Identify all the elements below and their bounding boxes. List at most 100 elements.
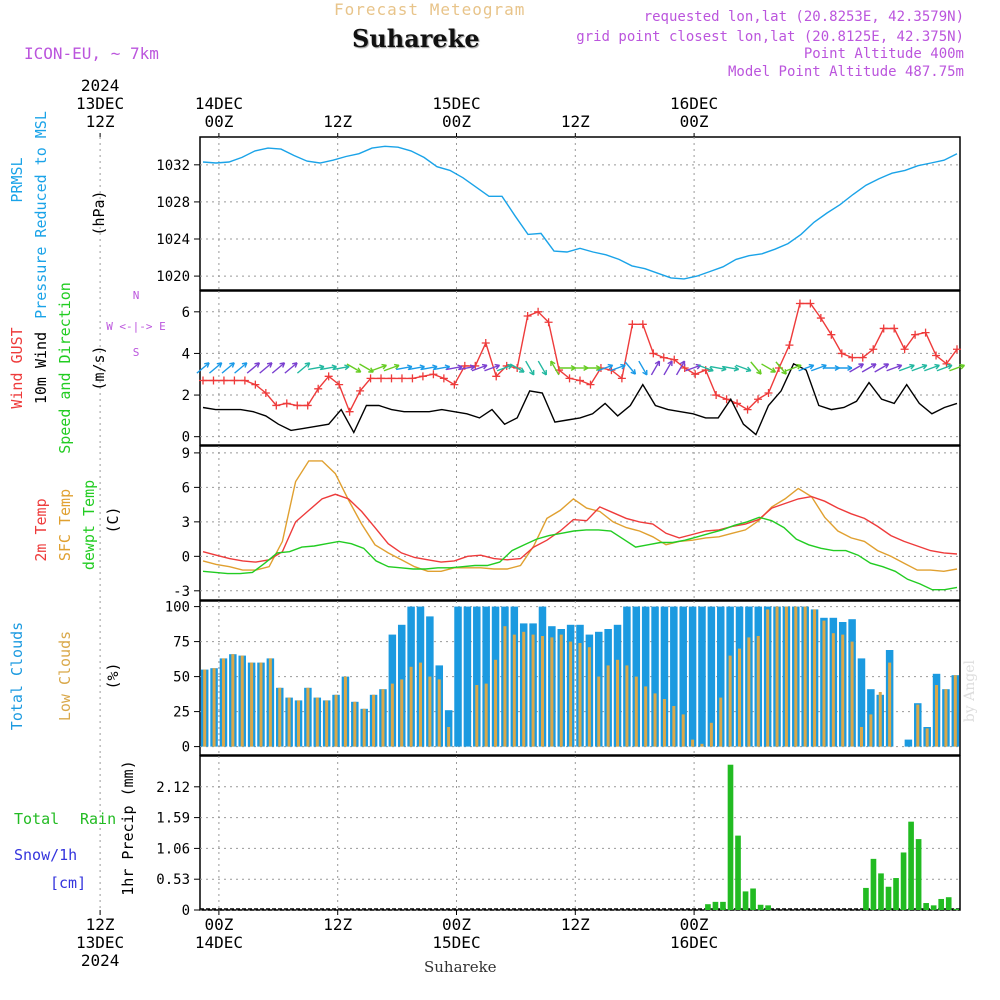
wind-arrow (396, 365, 413, 371)
low-cloud-bar (747, 637, 751, 747)
gust-marker (617, 374, 626, 383)
low-cloud-bar (625, 665, 629, 747)
top-axis-label: 00Z (204, 112, 233, 131)
wind-arrow (597, 364, 613, 372)
low-cloud-bar (794, 606, 798, 747)
wind-arrow-head (733, 365, 740, 372)
total-cloud-bar (688, 606, 697, 747)
low-cloud-bar (250, 662, 254, 747)
gust-marker (586, 380, 595, 389)
gust-marker (816, 314, 825, 323)
low-cloud-bar (728, 655, 732, 747)
point-altitude: Point Altitude 400m (803, 46, 964, 62)
wind-arrow-head (432, 364, 438, 371)
wind-arrow (383, 364, 400, 372)
low-cloud-bar (597, 676, 601, 747)
wind-arrow (234, 362, 248, 374)
low-cloud-bar (390, 683, 394, 747)
y-tick-label: 1020 (156, 269, 190, 285)
wind-arrow (408, 365, 425, 371)
precip-bar (705, 904, 711, 910)
wind-arrow-head (457, 364, 463, 371)
low-cloud-bar (343, 676, 347, 747)
footer-location: Suhareke (424, 958, 497, 976)
precip-bar (742, 891, 749, 910)
low-cloud-bar (925, 728, 929, 747)
pressure-axis-label: PRMSL (8, 157, 26, 202)
wind-arrow-head (292, 362, 298, 368)
low-cloud-bar (400, 679, 404, 747)
low-cloud-bar (935, 685, 939, 747)
wind-arrow-head (266, 362, 273, 368)
total-cloud-bar (651, 606, 659, 747)
model-point-altitude: Model Point Altitude 487.75m (727, 64, 964, 80)
low-cloud-bar (428, 676, 432, 747)
precip-bar (915, 839, 922, 910)
low-cloud-bar (738, 648, 742, 747)
wind-arrow-head (781, 369, 787, 375)
precip-bar (945, 897, 952, 910)
precip-panel-frame (199, 755, 961, 911)
gust-marker (649, 349, 658, 358)
low-cloud-bar (484, 683, 488, 747)
sfc-temp-line (202, 460, 958, 573)
gust-marker (722, 395, 731, 404)
bottom-axis-label: 14DEC (195, 933, 243, 952)
wind-arrow-head (870, 363, 877, 369)
gust-marker (932, 351, 941, 360)
gust-marker (356, 386, 365, 395)
precip-legend-total: Total (14, 810, 59, 828)
gust-marker (251, 380, 260, 389)
wind-arrow (874, 363, 889, 373)
bottom-axis-label: 2024 (81, 951, 120, 970)
wind-arrow-head (909, 363, 915, 370)
y-tick-label: 0 (182, 903, 190, 919)
low-cloud-axis-label: Low Clouds (56, 631, 74, 721)
precip-bar (712, 901, 719, 910)
wind-arrow (785, 364, 802, 372)
wind-arrow-head (241, 362, 248, 368)
gust-marker (345, 407, 354, 416)
wind-arrow-head (796, 363, 802, 370)
y-tick-label: 2.12 (156, 780, 190, 796)
wind-arrow-head (381, 363, 387, 370)
wind-arrow-head (406, 364, 413, 371)
low-cloud-bar (691, 739, 695, 747)
grid-point-coords: grid point closest lon,lat (20.8125E, 42… (576, 29, 964, 45)
wind-panel-frame (199, 290, 961, 446)
wind-arrow-head (756, 369, 762, 375)
low-cloud-bar (503, 626, 507, 747)
t2m-axis-label: 2m Temp (32, 498, 50, 561)
total-cloud-axis-label: Total Clouds (8, 622, 26, 730)
wind-arrow (949, 364, 965, 372)
low-cloud-bar (888, 662, 892, 747)
low-cloud-bar (766, 609, 770, 747)
wind-arrow-head (934, 363, 940, 370)
top-axis-label: 14DEC (195, 94, 243, 113)
precip-bar (893, 878, 899, 910)
low-cloud-bar (447, 727, 451, 747)
wind-arrow (433, 365, 450, 371)
y-tick-label: 100 (165, 600, 190, 616)
precip-legend-snow: Snow/1h (14, 846, 77, 864)
wind-arrow (496, 364, 513, 372)
gust-marker (335, 380, 344, 389)
precip-bar (885, 886, 892, 910)
wind-arrow-head (444, 364, 451, 371)
low-cloud-bar (259, 662, 263, 747)
total-cloud-bar (857, 658, 866, 747)
low-cloud-bar (803, 606, 807, 747)
gust-marker (638, 320, 647, 329)
wind-arrow-head (721, 365, 727, 372)
low-cloud-bar (653, 693, 657, 747)
gust-marker (712, 391, 721, 400)
precip-bar (938, 898, 945, 910)
y-tick-label: 0 (182, 740, 190, 756)
low-cloud-bar (634, 676, 638, 747)
total-cloud-bar (463, 606, 472, 747)
top-axis-label: 12Z (86, 112, 115, 131)
wind-arrow-head (620, 363, 626, 370)
wind-arrow (208, 362, 223, 374)
y-tick-label: -3 (173, 584, 190, 600)
sfc-axis-label: SFC Temp (56, 489, 74, 561)
